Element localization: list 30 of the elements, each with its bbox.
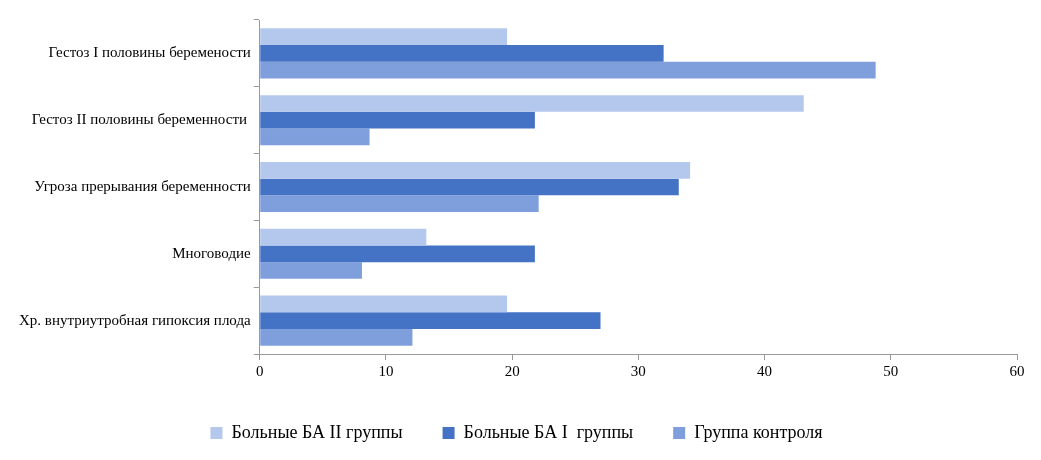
bar [260,28,508,46]
bar [260,228,427,246]
y-tick-label: Многоводие [172,244,252,261]
bar [260,45,664,62]
bar [260,128,370,146]
x-tick-label: 10 [378,362,394,379]
x-tick-label: 20 [504,362,520,379]
bar [260,61,876,79]
x-tick-label: 0 [255,362,264,379]
bar [260,312,601,329]
bar [260,111,535,129]
legend-label: Группа контроля [694,421,823,442]
x-tick-label: 50 [883,362,899,379]
y-tick-label: Угроза прерывания беременности [34,177,251,194]
bar [260,195,539,213]
x-tick-label: 40 [757,362,773,379]
legend-label: Больные БА I группы [463,421,634,442]
bar [260,161,691,179]
x-tick-label: 60 [1009,362,1025,379]
x-tick-label: 30 [630,362,646,379]
y-tick-label: Хр. внутриутробная гипоксия плода [18,311,252,328]
bar [260,178,679,196]
bar [260,328,413,346]
legend-label: Больные БА II группы [231,421,403,442]
y-tick-label: Гестоз II половины беременности [31,111,251,128]
bar [260,95,804,112]
bar [260,245,535,263]
bar [260,295,508,313]
bar [260,262,362,279]
y-tick-label: Гестоз I половины беремености [48,44,251,61]
